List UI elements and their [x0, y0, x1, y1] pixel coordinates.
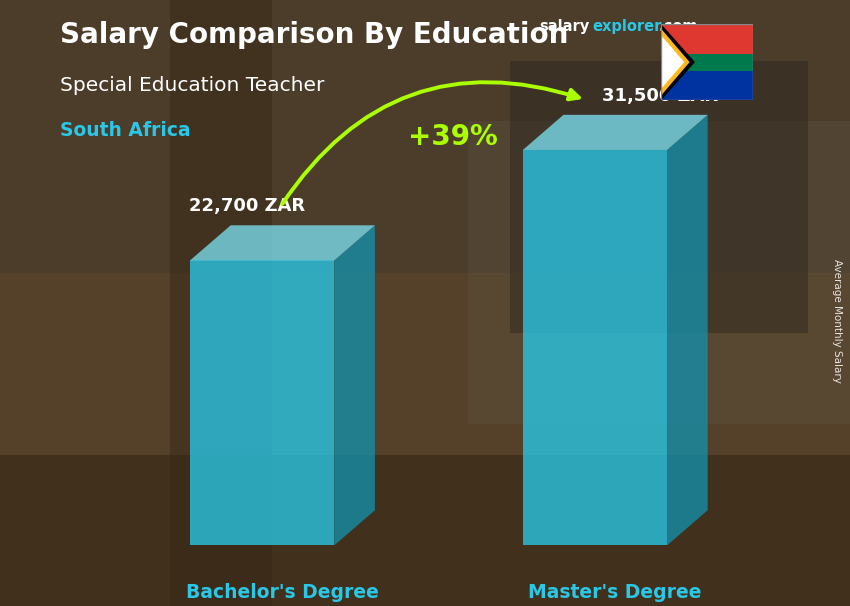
Text: 22,700 ZAR: 22,700 ZAR	[190, 198, 305, 215]
Bar	[661, 71, 753, 100]
Text: .com: .com	[659, 19, 698, 35]
Text: Average Monthly Salary: Average Monthly Salary	[832, 259, 842, 383]
Bar	[0, 0, 850, 273]
Bar	[190, 261, 334, 545]
Polygon shape	[661, 24, 695, 100]
Text: +39%: +39%	[408, 124, 497, 152]
Bar	[661, 62, 753, 100]
Bar	[468, 121, 850, 424]
Bar	[661, 24, 753, 53]
Polygon shape	[661, 29, 689, 95]
Bar	[661, 24, 753, 62]
Bar	[0, 273, 850, 454]
Polygon shape	[661, 24, 695, 100]
Text: South Africa: South Africa	[60, 121, 190, 140]
Bar	[661, 53, 753, 71]
Polygon shape	[661, 36, 684, 88]
Bar	[523, 150, 667, 545]
Polygon shape	[523, 115, 708, 150]
Text: 31,500 ZAR: 31,500 ZAR	[602, 87, 717, 105]
Text: explorer: explorer	[592, 19, 662, 35]
Bar	[510, 61, 808, 333]
Bar	[661, 51, 753, 73]
Text: Salary Comparison By Education: Salary Comparison By Education	[60, 21, 568, 49]
Bar	[170, 0, 272, 606]
Polygon shape	[334, 225, 375, 545]
Text: Master's Degree: Master's Degree	[529, 583, 702, 602]
Polygon shape	[661, 36, 684, 88]
Bar	[0, 454, 850, 606]
Text: Special Education Teacher: Special Education Teacher	[60, 76, 324, 95]
Polygon shape	[667, 115, 708, 545]
Text: Bachelor's Degree: Bachelor's Degree	[186, 583, 379, 602]
Text: salary: salary	[540, 19, 590, 35]
Polygon shape	[661, 29, 689, 95]
Polygon shape	[190, 225, 375, 261]
